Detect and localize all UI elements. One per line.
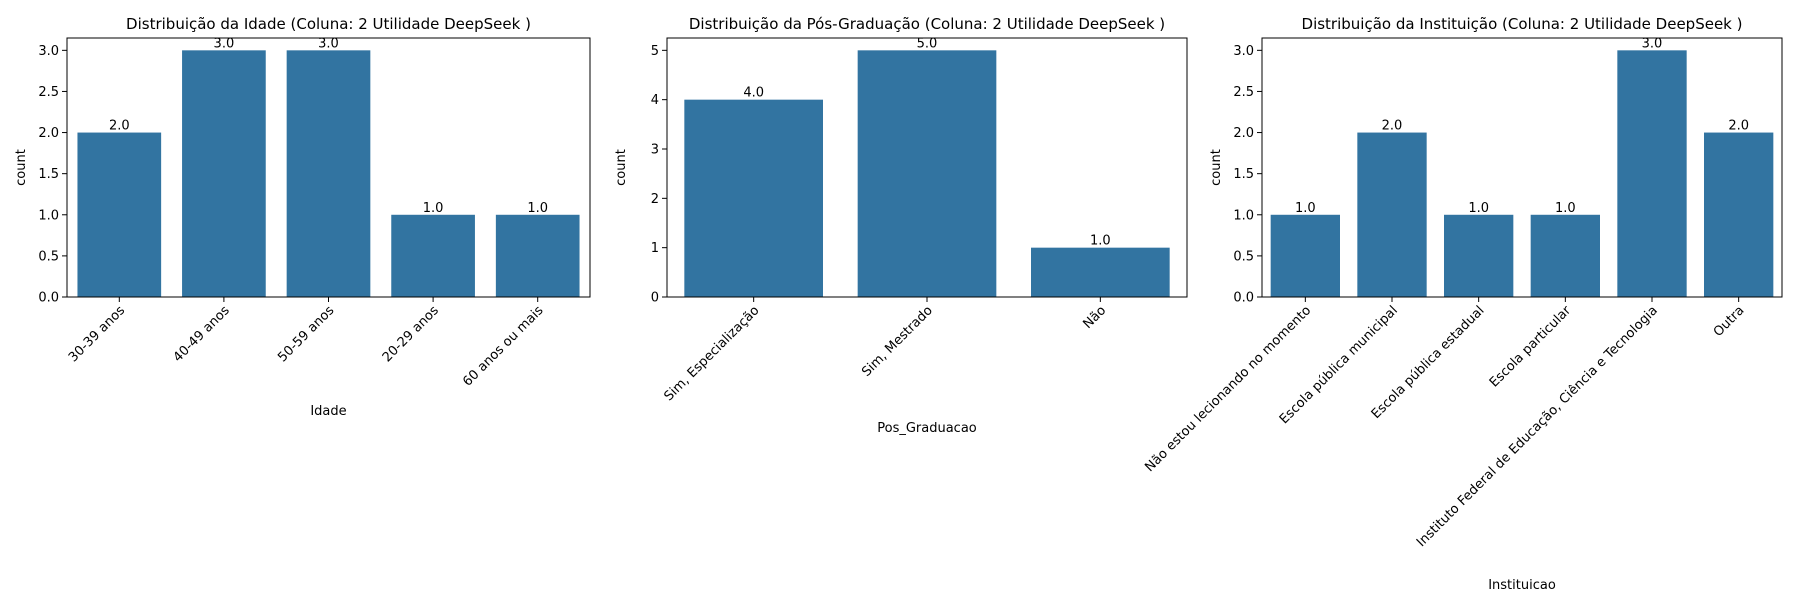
x-axis-label: Idade bbox=[310, 404, 346, 419]
chart-panel-1: Distribuição da Idade (Coluna: 2 Utilida… bbox=[14, 15, 591, 419]
y-tick-label: 0 bbox=[651, 291, 659, 306]
bar-value-label: 2.0 bbox=[109, 119, 130, 134]
bar-5 bbox=[495, 214, 580, 297]
y-axis-label: count bbox=[614, 149, 629, 186]
bar-2 bbox=[857, 50, 997, 298]
bar-1 bbox=[77, 132, 162, 297]
bar-1 bbox=[1270, 214, 1340, 297]
y-tick-label: 2.5 bbox=[1233, 85, 1254, 100]
x-axis-label: Instituicao bbox=[1488, 578, 1556, 593]
axes-frame bbox=[1261, 37, 1783, 298]
bar-value-label: 3.0 bbox=[1642, 36, 1663, 51]
bar-value-label: 1.0 bbox=[1555, 201, 1576, 216]
bar-value-label: 1.0 bbox=[1090, 234, 1111, 249]
y-tick-label: 1.5 bbox=[38, 167, 59, 182]
bar-6 bbox=[1704, 132, 1774, 297]
y-tick-label: 3.0 bbox=[38, 44, 59, 59]
y-tick-label: 2.0 bbox=[1233, 126, 1254, 141]
y-axis-label: count bbox=[1209, 149, 1224, 186]
y-tick-label: 1 bbox=[651, 241, 659, 256]
bar-3 bbox=[1444, 214, 1514, 297]
y-tick-label: 0.5 bbox=[38, 249, 59, 264]
bar-value-label: 3.0 bbox=[214, 36, 235, 51]
bar-value-label: 1.0 bbox=[527, 201, 548, 216]
y-tick-label: 1.0 bbox=[38, 208, 59, 223]
y-tick-label: 4 bbox=[651, 93, 659, 108]
bar-1 bbox=[684, 99, 823, 298]
bar-value-label: 4.0 bbox=[743, 86, 764, 101]
y-tick-label: 0.0 bbox=[1233, 291, 1254, 306]
bar-2 bbox=[1357, 132, 1427, 297]
bar-value-label: 3.0 bbox=[318, 36, 339, 51]
chart-title: Distribuição da Instituição (Coluna: 2 U… bbox=[1302, 15, 1743, 33]
bar-3 bbox=[286, 50, 371, 298]
chart-title: Distribuição da Idade (Coluna: 2 Utilida… bbox=[126, 15, 531, 33]
bar-value-label: 2.0 bbox=[1728, 119, 1749, 134]
bar-3 bbox=[1031, 247, 1170, 297]
y-tick-label: 3 bbox=[651, 143, 659, 158]
bar-value-label: 5.0 bbox=[917, 36, 938, 51]
y-axis-label: count bbox=[14, 149, 29, 186]
bar-value-label: 1.0 bbox=[423, 201, 444, 216]
y-tick-label: 2 bbox=[651, 192, 659, 207]
y-tick-label: 1.0 bbox=[1233, 208, 1254, 223]
bar-2 bbox=[182, 50, 266, 298]
bar-value-label: 1.0 bbox=[1295, 201, 1316, 216]
bar-4 bbox=[1530, 214, 1600, 297]
y-tick-label: 1.5 bbox=[1233, 167, 1254, 182]
y-tick-label: 2.5 bbox=[38, 85, 59, 100]
chart-title: Distribuição da Pós-Graduação (Coluna: 2… bbox=[689, 15, 1165, 33]
bar-value-label: 1.0 bbox=[1468, 201, 1489, 216]
bar-5 bbox=[1617, 50, 1687, 298]
y-tick-label: 0.5 bbox=[1233, 249, 1254, 264]
bar-4 bbox=[391, 214, 475, 297]
y-tick-label: 5 bbox=[651, 44, 659, 59]
y-tick-label: 0.0 bbox=[38, 291, 59, 306]
x-axis-label: Pos_Graduacao bbox=[877, 421, 977, 436]
bar-value-label: 2.0 bbox=[1382, 119, 1403, 134]
y-tick-label: 2.0 bbox=[38, 126, 59, 141]
y-tick-label: 3.0 bbox=[1233, 44, 1254, 59]
